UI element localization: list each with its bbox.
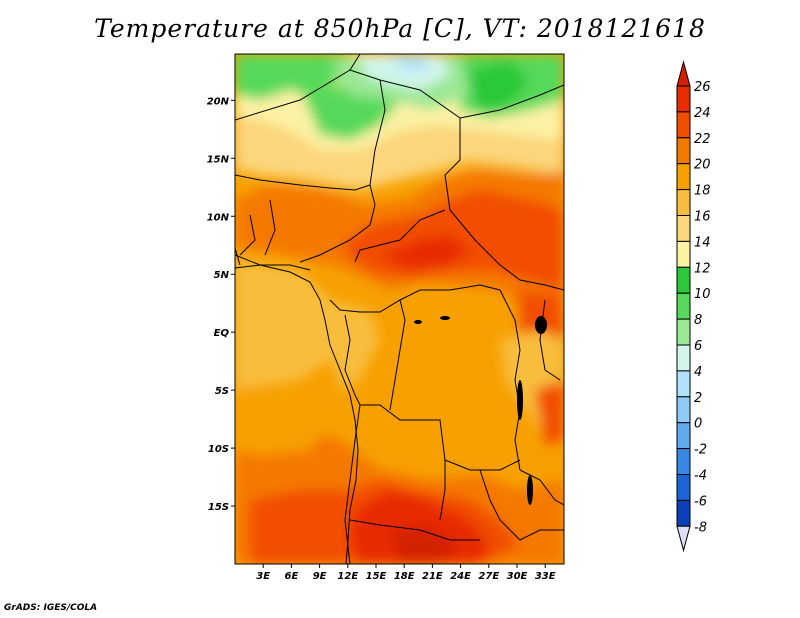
lat-tick-label: 10N: [207, 212, 230, 223]
map-frame: [234, 53, 565, 565]
colorbar-label: 12: [694, 261, 711, 276]
colorbar-label: 14: [694, 235, 711, 250]
colorbar-label: 20: [694, 158, 711, 173]
colorbar-label: 18: [694, 184, 711, 199]
lon-tick-label: 33E: [535, 571, 556, 582]
colorbar-label: 6: [694, 339, 702, 354]
colorbar-box: [676, 292, 691, 320]
page-title: Temperature at 850hPa [C], VT: 201812161…: [94, 14, 706, 43]
lat-tick-label: 15N: [207, 154, 230, 165]
lon-tick-label: 18E: [394, 571, 415, 582]
colorbar-box: [676, 163, 691, 191]
colorbar-label: 10: [694, 287, 711, 302]
colorbar-label: 16: [694, 210, 711, 225]
lon-tick-label: 12E: [337, 571, 358, 582]
colorbar-boxes: [676, 60, 691, 553]
colorbar-label: -2: [694, 443, 707, 458]
lon-tick-label: 3E: [256, 571, 270, 582]
colorbar-box: [676, 189, 691, 217]
lakes: [414, 316, 547, 505]
colorbar-label: 26: [694, 80, 711, 95]
lon-tick-label: 21E: [422, 571, 443, 582]
grads-credit: GrADS: IGES/COLA: [4, 603, 98, 613]
colorbar-label: 24: [694, 106, 711, 121]
colorbar-label: 2: [694, 391, 702, 406]
colorbar-box: [676, 215, 691, 242]
lat-tick-label: 5N: [214, 270, 230, 281]
colorbar-label: 0: [694, 417, 702, 432]
lon-tick-label: 30E: [507, 571, 528, 582]
lat-tick-label: 10S: [208, 444, 229, 455]
lat-tick-label: EQ: [214, 328, 230, 339]
colorbar-box: [676, 318, 691, 346]
colorbar-top-triangle: [676, 60, 691, 87]
country-borders: [235, 54, 564, 564]
colorbar-label: 22: [694, 132, 711, 147]
colorbar-label: -8: [694, 520, 707, 535]
colorbar-box: [676, 266, 691, 294]
lat-tick-label: 20N: [207, 96, 230, 107]
colorbar-box: [676, 499, 691, 527]
colorbar-box: [676, 344, 691, 372]
colorbar-box: [676, 240, 691, 268]
lon-tick-label: 9E: [313, 571, 327, 582]
lat-tick-label: 15S: [208, 502, 229, 513]
colorbar-box: [676, 448, 691, 476]
colorbar-box: [676, 85, 691, 113]
colorbar-box: [676, 422, 691, 450]
colorbar-label: 8: [694, 313, 702, 328]
latitude-ticks: 20N 15N 10N 5N EQ 5S 10S 15S: [207, 96, 235, 513]
colorbar-box: [676, 111, 691, 139]
colorbar-label: 4: [694, 365, 702, 380]
colorbar-label: -4: [694, 469, 707, 484]
longitude-ticks: 3E 6E 9E 12E 15E 18E 21E 24E 27E 30E 33E: [256, 564, 556, 582]
lon-tick-label: 6E: [285, 571, 299, 582]
lon-tick-label: 24E: [450, 571, 471, 582]
colorbar-box: [676, 474, 691, 501]
lon-tick-label: 27E: [478, 571, 499, 582]
colorbar-label: -6: [694, 494, 707, 509]
colorbar-box: [676, 396, 691, 424]
colorbar-box: [676, 137, 691, 165]
lat-tick-label: 5S: [215, 386, 229, 397]
lon-tick-label: 15E: [366, 571, 387, 582]
colorbar-box: [676, 370, 691, 398]
colorbar-bottom-triangle: [676, 525, 691, 553]
